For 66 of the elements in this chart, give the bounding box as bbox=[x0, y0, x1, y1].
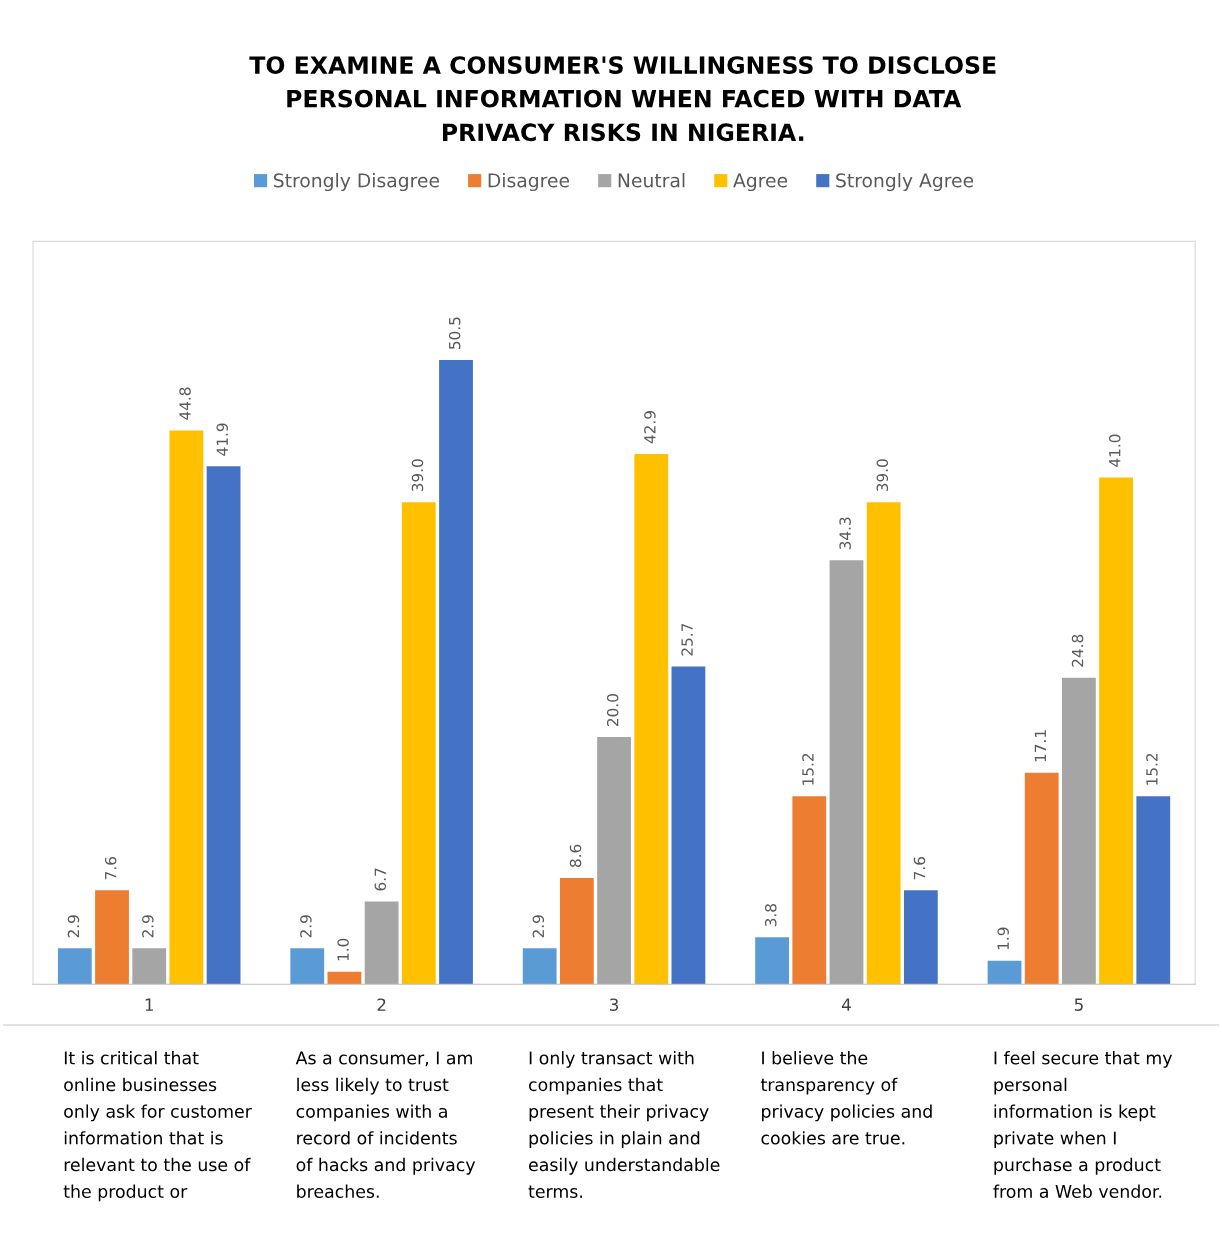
text: It is critical that online businesses only ask for customer information that is relevant to the use of the product or bbox=[63, 1051, 252, 1202]
data-label: 15.2 bbox=[1146, 753, 1158, 785]
bar bbox=[1099, 477, 1133, 985]
text: As a consumer, I am less likely to trust companies with a record of incidents of hacks and privacy breaches. bbox=[295, 1051, 476, 1198]
data-label: 17.1 bbox=[1034, 730, 1046, 762]
bar bbox=[132, 948, 167, 985]
data-label: 2.9 bbox=[532, 915, 545, 938]
legend-label: Strongly Agree bbox=[836, 172, 974, 192]
data-label: 1.0 bbox=[337, 938, 349, 961]
legend-label: Neutral bbox=[618, 172, 685, 188]
text: I only transact with companies that present their privacy policies in plain and easily understandable terms. bbox=[528, 1051, 720, 1198]
bar bbox=[987, 960, 1022, 985]
bar bbox=[755, 937, 790, 985]
bar bbox=[792, 796, 827, 985]
data-label: 8.6 bbox=[569, 844, 582, 867]
data-label: 6.7 bbox=[374, 868, 387, 891]
data-label: 15.2 bbox=[802, 753, 814, 785]
bar bbox=[522, 948, 557, 985]
x-tick-label: 3 bbox=[610, 998, 619, 1011]
data-label: 39.0 bbox=[876, 459, 889, 492]
bar bbox=[829, 560, 864, 985]
bar bbox=[1062, 677, 1096, 985]
data-label: 50.5 bbox=[448, 317, 461, 349]
data-label: 7.6 bbox=[913, 857, 926, 880]
text: I believe the transparency of privacy policies and cookies are true. bbox=[760, 1051, 932, 1145]
bar bbox=[401, 502, 436, 985]
chart-title: TO EXAMINE A CONSUMER'S WILLINGNESS TO DISCLOSE PERSONAL INFORMATION WHEN FACED WITH DATA PRIVACY RISKS IN NIGERIA. bbox=[249, 56, 996, 142]
data-label: 42.9 bbox=[644, 411, 656, 444]
x-tick-label: 1 bbox=[145, 998, 153, 1011]
bar bbox=[559, 877, 594, 985]
bar bbox=[1024, 772, 1059, 985]
bar bbox=[1136, 796, 1171, 985]
bar bbox=[439, 360, 473, 985]
data-label: 2.9 bbox=[300, 915, 312, 938]
bar bbox=[866, 502, 901, 985]
bar bbox=[903, 890, 938, 985]
bar bbox=[169, 430, 204, 985]
data-label: 20.0 bbox=[606, 694, 619, 726]
data-label: 2.9 bbox=[142, 915, 154, 938]
legend-label: Disagree bbox=[488, 172, 570, 192]
data-label: 44.8 bbox=[179, 387, 191, 420]
x-tick-label: 2 bbox=[377, 998, 386, 1011]
legend-label: Strongly Disagree bbox=[273, 172, 439, 192]
bar bbox=[57, 948, 92, 985]
data-label: 39.0 bbox=[411, 459, 424, 492]
bar bbox=[327, 971, 362, 985]
data-label: 1.9 bbox=[997, 927, 1009, 950]
bar bbox=[95, 890, 129, 985]
bar bbox=[671, 666, 706, 985]
data-label: 41.0 bbox=[1108, 434, 1121, 467]
bar bbox=[634, 453, 669, 985]
bar bbox=[206, 466, 241, 985]
data-label: 34.3 bbox=[839, 517, 851, 550]
bar bbox=[290, 948, 325, 985]
x-tick-label: 4 bbox=[841, 998, 851, 1011]
data-label: 25.7 bbox=[681, 623, 693, 656]
legend-label: Agree bbox=[733, 173, 788, 192]
data-label: 3.8 bbox=[764, 904, 777, 927]
text: I feel secure that my personal information is kept private when I purchase a product from a Web vendor. bbox=[993, 1051, 1173, 1198]
bar bbox=[364, 901, 399, 985]
bar bbox=[597, 737, 631, 985]
data-label: 2.9 bbox=[67, 915, 80, 938]
data-label: 24.8 bbox=[1071, 634, 1084, 667]
data-label: 7.6 bbox=[104, 857, 117, 880]
data-label: 41.9 bbox=[216, 423, 229, 456]
x-tick-label: 5 bbox=[1074, 998, 1083, 1011]
